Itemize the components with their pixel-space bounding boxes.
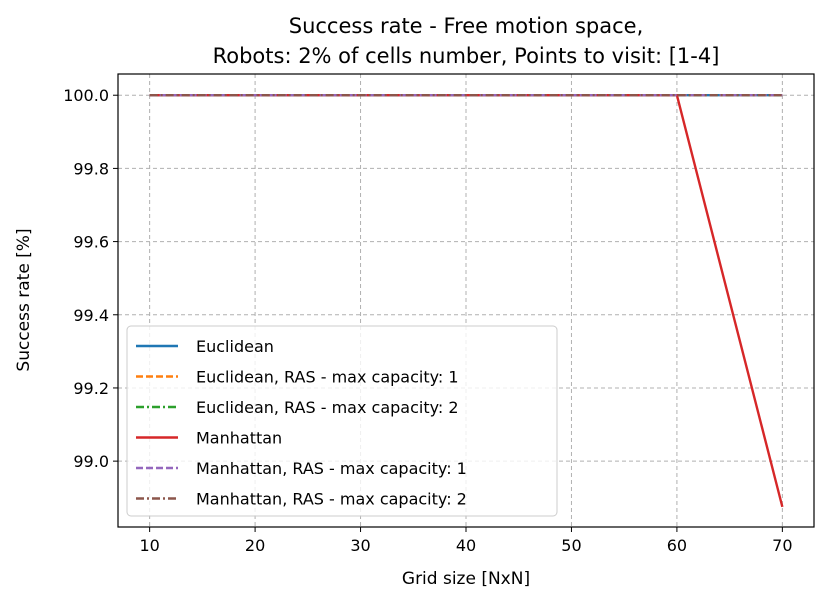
axis-ticks: 10 20 30 40 50 60 70 99.0 99.2 99.4 99.6 99.8 100.0: [63, 86, 792, 555]
legend-label: Euclidean, RAS - max capacity: 1: [196, 368, 459, 387]
series-lines: [149, 94, 784, 508]
x-axis-label: Grid size [NxN]: [402, 569, 530, 589]
x-tick-label: 60: [667, 536, 687, 555]
legend-label: Manhattan, RAS - max capacity: 1: [196, 459, 467, 478]
y-tick-label: 99.8: [73, 159, 109, 178]
y-tick-label: 99.6: [73, 233, 109, 252]
legend-label: Euclidean: [196, 337, 274, 356]
legend: Euclidean Euclidean, RAS - max capacity: …: [126, 325, 558, 517]
legend-box: [126, 325, 558, 517]
legend-label: Manhattan, RAS - max capacity: 2: [196, 490, 467, 509]
chart-title-line-2: Robots: 2% of cells number, Points to vi…: [213, 44, 720, 68]
x-tick-label: 50: [561, 536, 581, 555]
y-tick-label: 99.2: [73, 379, 109, 398]
legend-label: Euclidean, RAS - max capacity: 2: [196, 398, 459, 417]
x-tick-label: 40: [456, 536, 476, 555]
x-tick-label: 30: [350, 536, 370, 555]
x-tick-label: 20: [245, 536, 265, 555]
y-tick-label: 99.0: [73, 452, 109, 471]
y-tick-label: 100.0: [63, 86, 109, 105]
x-tick-label: 10: [139, 536, 159, 555]
legend-label: Manhattan: [196, 429, 282, 448]
y-tick-label: 99.4: [73, 306, 109, 325]
y-axis-label: Success rate [%]: [14, 228, 34, 371]
x-tick-label: 70: [772, 536, 792, 555]
chart-title-line-1: Success rate - Free motion space,: [289, 14, 644, 38]
plot-area-frame: [117, 73, 815, 528]
